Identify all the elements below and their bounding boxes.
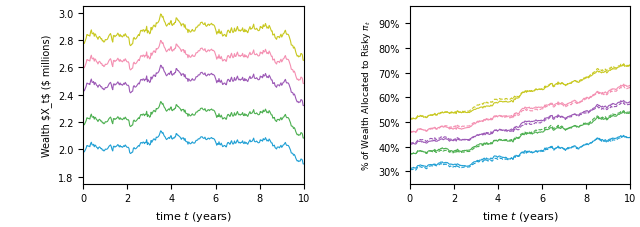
- X-axis label: time $t$ (years): time $t$ (years): [155, 209, 232, 223]
- Y-axis label: % of Wealth Allocated to Risky $\pi_t$: % of Wealth Allocated to Risky $\pi_t$: [360, 20, 373, 170]
- Y-axis label: Wealth $X_t$ ($ millions): Wealth $X_t$ ($ millions): [42, 35, 52, 156]
- X-axis label: time $t$ (years): time $t$ (years): [481, 209, 559, 223]
